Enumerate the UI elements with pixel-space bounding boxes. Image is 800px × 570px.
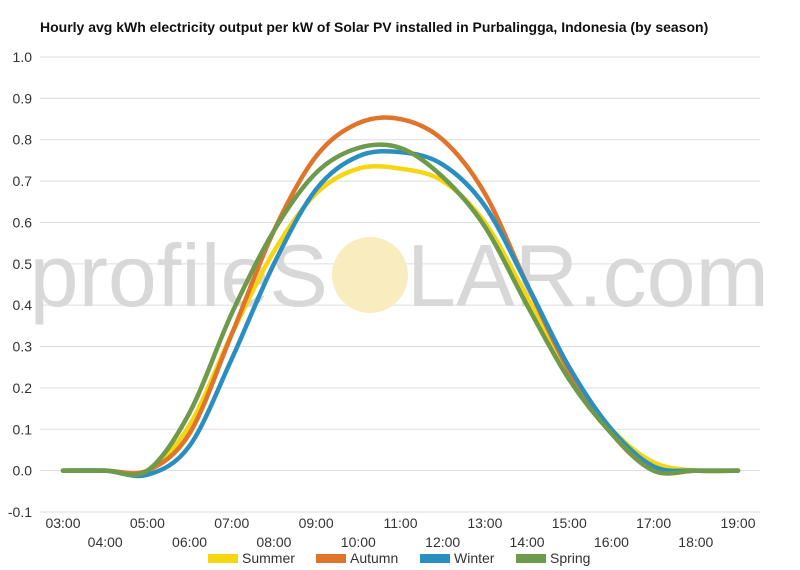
legend-swatch-spring xyxy=(516,554,546,563)
x-tick-label: 10:00 xyxy=(341,534,376,550)
legend-label-winter: Winter xyxy=(454,550,495,566)
x-tick-label: 08:00 xyxy=(256,534,291,550)
legend-label-autumn: Autumn xyxy=(350,550,398,566)
x-tick-label: 14:00 xyxy=(510,534,545,550)
x-tick-label: 15:00 xyxy=(552,515,587,531)
y-tick-label: 0.7 xyxy=(13,173,33,189)
legend-swatch-winter xyxy=(420,554,450,563)
watermark: profileS LAR.com xyxy=(30,226,769,325)
chart-title: Hourly avg kWh electricity output per kW… xyxy=(40,19,709,35)
y-tick-label: 0.8 xyxy=(13,132,33,148)
legend-swatch-summer xyxy=(208,554,238,563)
x-tick-label: 04:00 xyxy=(88,534,123,550)
y-axis: -0.1 0.0 0.1 0.2 0.3 0.4 0.5 0.6 0.7 0.8 0.9 1.0 xyxy=(8,49,32,520)
x-tick-label: 05:00 xyxy=(130,515,165,531)
y-tick-label: 0.3 xyxy=(13,339,33,355)
y-tick-label: 0.2 xyxy=(13,380,33,396)
watermark-text-right: LAR.com xyxy=(407,226,769,325)
x-tick-label: 17:00 xyxy=(636,515,671,531)
x-axis: 03:00 04:00 05:00 06:00 07:00 08:00 09:00 10:00… xyxy=(45,515,755,550)
x-tick-label: 11:00 xyxy=(384,515,418,531)
y-tick-label: 0.1 xyxy=(13,421,33,437)
y-tick-label: 0.5 xyxy=(13,256,33,272)
legend-label-spring: Spring xyxy=(550,550,590,566)
x-tick-label: 13:00 xyxy=(467,515,502,531)
y-tick-label: 0.6 xyxy=(13,214,33,230)
y-tick-label: 0.4 xyxy=(13,297,33,313)
x-tick-label: 03:00 xyxy=(45,515,80,531)
x-tick-label: 06:00 xyxy=(172,534,207,550)
legend-swatch-autumn xyxy=(316,554,346,563)
legend-label-summer: Summer xyxy=(242,550,295,566)
y-tick-label: 0.0 xyxy=(13,463,33,479)
y-tick-label: -0.1 xyxy=(8,504,32,520)
watermark-sun-icon xyxy=(332,237,408,313)
x-tick-label: 07:00 xyxy=(214,515,249,531)
x-tick-label: 12:00 xyxy=(425,534,460,550)
y-tick-label: 1.0 xyxy=(13,49,33,65)
series-line-spring xyxy=(60,142,741,478)
x-tick-label: 09:00 xyxy=(299,515,334,531)
series-layer xyxy=(60,115,741,479)
y-tick-label: 0.9 xyxy=(13,90,33,106)
series-line-winter xyxy=(60,148,741,479)
x-tick-label: 18:00 xyxy=(678,534,713,550)
grid-layer xyxy=(40,56,760,513)
x-tick-label: 19:00 xyxy=(720,515,755,531)
legend: Summer Autumn Winter Spring xyxy=(208,550,590,566)
x-tick-label: 16:00 xyxy=(594,534,629,550)
